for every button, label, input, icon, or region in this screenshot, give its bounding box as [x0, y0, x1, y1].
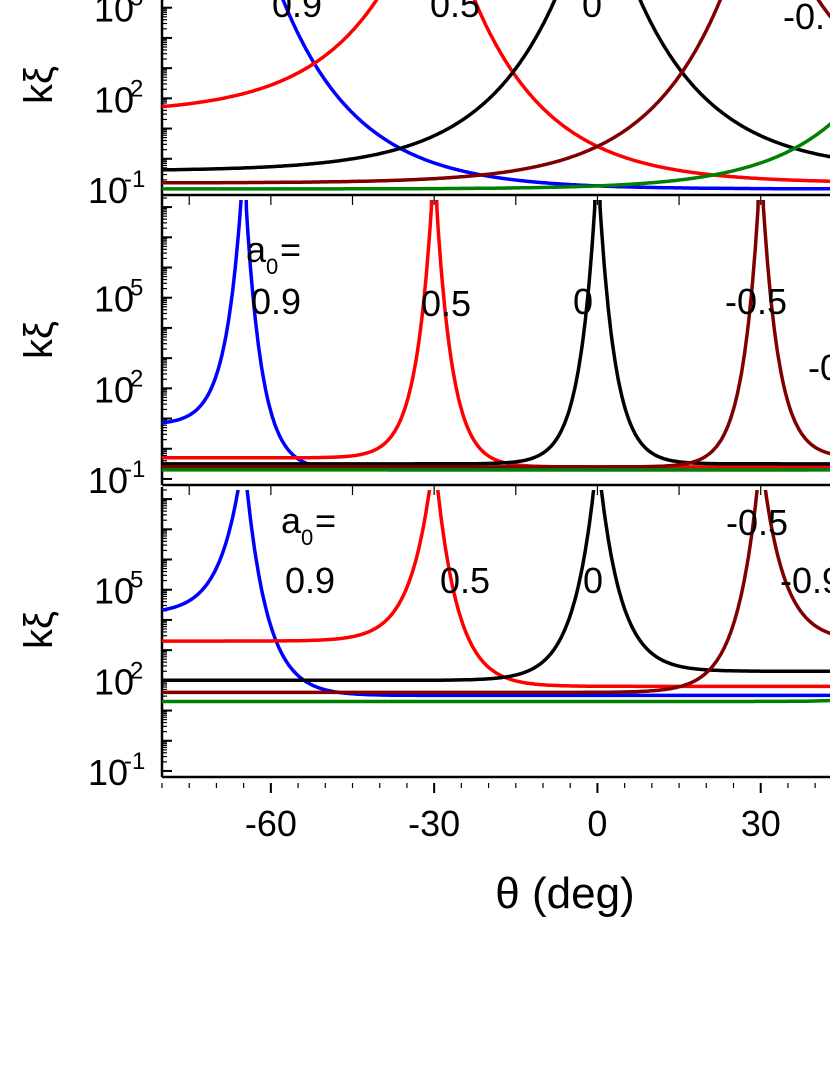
series-label: -0	[808, 347, 830, 388]
series-line	[162, 200, 830, 469]
legend-heading: a	[246, 229, 267, 270]
y-tick-exponent: 2	[130, 365, 143, 392]
panel-top: 10-1102105kξ0.90.50-0.	[17, 0, 830, 211]
y-tick-label: 10	[94, 0, 134, 30]
series-group	[162, 0, 830, 191]
series-line	[162, 0, 830, 183]
series-label: 0.9	[251, 281, 301, 322]
series-line	[162, 698, 830, 704]
series-label: 0.5	[430, 0, 480, 25]
series-label: 0.9	[272, 0, 322, 25]
y-tick-label: 10	[94, 79, 134, 120]
y-tick-exponent: -1	[124, 748, 145, 775]
legend-subscript: 0	[301, 525, 313, 550]
series-line	[162, 467, 830, 472]
series-label: -0.5	[726, 502, 788, 543]
series-line	[162, 122, 830, 191]
y-tick-label: 10	[94, 571, 134, 612]
series-line	[162, 490, 830, 695]
y-tick-exponent: 5	[130, 275, 143, 302]
series-label: 0	[583, 560, 603, 601]
series-line	[281, 0, 830, 191]
x-axis: -60 -30 0 30	[161, 195, 816, 844]
series-line	[162, 0, 830, 172]
legend-heading: a	[281, 500, 302, 541]
x-tick-label: 0	[587, 803, 607, 844]
series-group	[162, 490, 830, 704]
series-label: 0.9	[285, 560, 335, 601]
y-axis-title: kξ	[17, 321, 61, 359]
y-axis-title: kξ	[17, 66, 61, 104]
x-tick-label: -30	[408, 803, 460, 844]
series-line	[162, 490, 830, 698]
series-line	[162, 490, 830, 689]
series-label: 0	[573, 281, 593, 322]
y-tick-label: 10	[94, 279, 134, 320]
legend-equals: =	[315, 500, 336, 541]
y-tick-label: 10	[88, 170, 128, 211]
x-axis-title: θ (deg)	[495, 869, 634, 918]
y-axis-title: kξ	[17, 611, 61, 649]
y-tick-label: 10	[88, 752, 128, 793]
y-tick-exponent: -1	[124, 456, 145, 483]
y-tick-exponent: 2	[130, 657, 143, 684]
y-tick-exponent: -1	[124, 166, 145, 193]
series-label: 0	[582, 0, 602, 25]
series-group	[162, 200, 830, 472]
series-label: 0.5	[440, 560, 490, 601]
y-tick-exponent: 5	[130, 0, 143, 12]
y-tick-exponent: 2	[130, 75, 143, 102]
series-label: 0.5	[421, 283, 471, 324]
y-tick-label: 10	[94, 661, 134, 702]
x-tick-label: 30	[741, 803, 781, 844]
x-tick-label: -60	[245, 803, 297, 844]
y-tick-exponent: 5	[130, 567, 143, 594]
series-line	[162, 200, 830, 466]
series-label: -0.5	[725, 281, 787, 322]
series-line	[162, 0, 830, 185]
y-tick-label: 10	[88, 460, 128, 501]
series-label: -0.9	[780, 560, 830, 601]
series-label: -0.	[783, 0, 825, 37]
legend-subscript: 0	[266, 254, 278, 279]
legend-equals: =	[280, 229, 301, 270]
y-tick-label: 10	[94, 369, 134, 410]
series-line	[162, 490, 830, 683]
